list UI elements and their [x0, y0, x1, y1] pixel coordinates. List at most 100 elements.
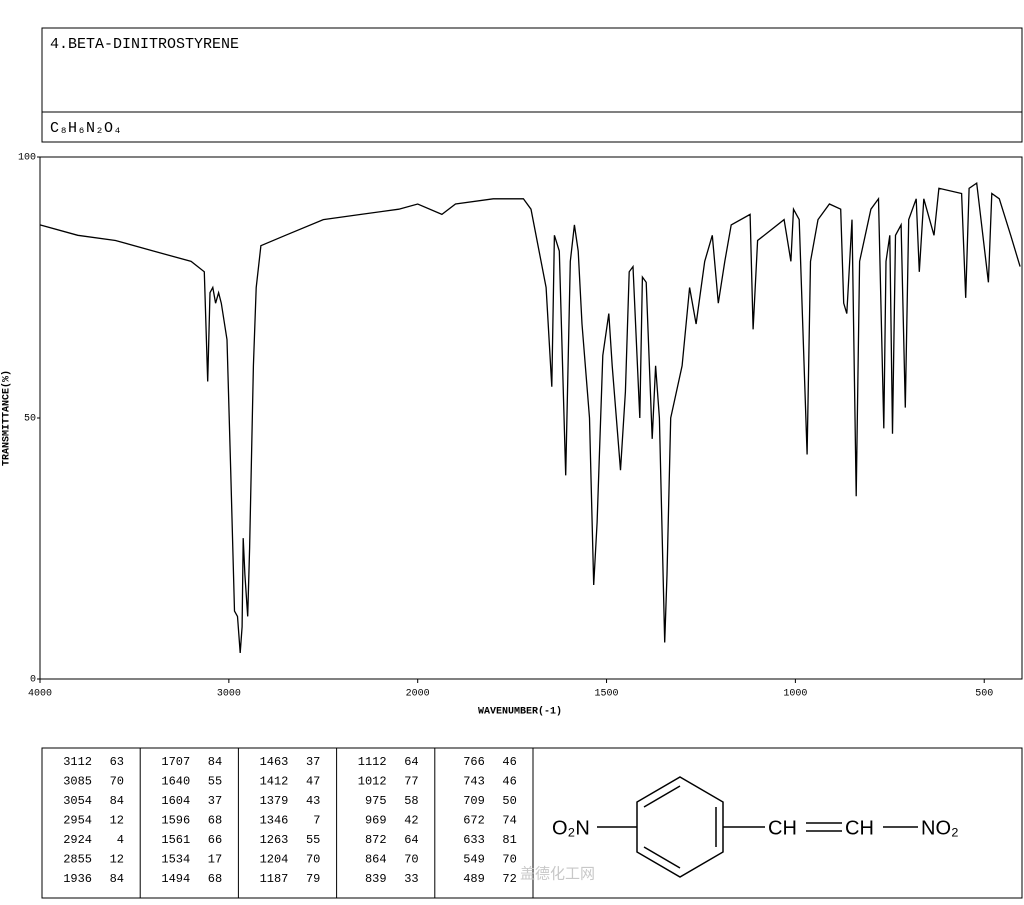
peak-transmittance: 72 — [502, 872, 516, 886]
peak-transmittance: 74 — [502, 814, 516, 828]
x-tick-label: 500 — [975, 689, 993, 700]
peak-transmittance: 17 — [208, 853, 222, 867]
y-axis-label: TRANSMITTANCE(%) — [1, 370, 13, 466]
x-axis-label: WAVENUMBER(-1) — [478, 706, 562, 718]
peak-wavenumber: 1561 — [161, 833, 190, 847]
peak-transmittance: 79 — [306, 872, 320, 886]
peak-transmittance: 12 — [110, 814, 124, 828]
group-label: CH — [845, 817, 874, 839]
peak-wavenumber: 489 — [463, 872, 485, 886]
peak-wavenumber: 2924 — [63, 833, 92, 847]
peak-wavenumber: 839 — [365, 872, 387, 886]
x-tick-label: 1000 — [783, 689, 807, 700]
peak-wavenumber: 969 — [365, 814, 387, 828]
peak-wavenumber: 743 — [463, 775, 485, 789]
y-tick-label: 50 — [24, 414, 36, 425]
peak-transmittance: 70 — [306, 853, 320, 867]
peak-wavenumber: 1012 — [358, 775, 387, 789]
x-tick-label: 2000 — [406, 689, 430, 700]
group-label: NO₂ — [921, 817, 959, 839]
peak-transmittance: 43 — [306, 794, 320, 808]
peak-wavenumber: 1263 — [260, 833, 289, 847]
peak-wavenumber: 709 — [463, 794, 485, 808]
peak-wavenumber: 766 — [463, 755, 485, 769]
ring-bond — [643, 846, 681, 869]
peak-transmittance: 64 — [404, 755, 418, 769]
table-frame — [41, 747, 1023, 899]
y-tick-label: 100 — [18, 153, 36, 164]
x-tick-label: 4000 — [28, 689, 52, 700]
peak-transmittance: 46 — [502, 755, 516, 769]
peak-transmittance: 7 — [313, 814, 320, 828]
peak-wavenumber: 633 — [463, 833, 485, 847]
peak-transmittance: 70 — [110, 775, 124, 789]
peak-wavenumber: 1112 — [358, 755, 387, 769]
peak-transmittance: 68 — [208, 814, 222, 828]
structure-labels: O₂N CH CH NO₂ — [552, 817, 959, 839]
benzene-ring — [636, 776, 724, 878]
group-label: CH — [768, 817, 797, 839]
peak-wavenumber: 3112 — [63, 755, 92, 769]
spectrum-line — [39, 181, 1021, 653]
peak-wavenumber: 2954 — [63, 814, 92, 828]
group-label: O₂N — [552, 817, 590, 839]
peak-wavenumber: 549 — [463, 853, 485, 867]
peak-transmittance: 37 — [306, 755, 320, 769]
peak-transmittance: 47 — [306, 775, 320, 789]
peak-wavenumber: 975 — [365, 794, 387, 808]
watermark: 盖德化工网 — [520, 865, 595, 883]
x-tick-label: 1500 — [595, 689, 619, 700]
peak-transmittance: 33 — [404, 872, 418, 886]
peak-wavenumber: 1494 — [161, 872, 190, 886]
chart-title: 4.BETA-DINITROSTYRENE — [50, 36, 239, 53]
peak-transmittance: 50 — [502, 794, 516, 808]
peak-transmittance: 66 — [208, 833, 222, 847]
peak-wavenumber: 1346 — [260, 814, 289, 828]
formula-box — [41, 111, 1023, 143]
x-tick-label: 3000 — [217, 689, 241, 700]
peak-transmittance: 84 — [110, 872, 124, 886]
peak-transmittance: 37 — [208, 794, 222, 808]
ring-bond — [643, 785, 681, 808]
peak-wavenumber: 1463 — [260, 755, 289, 769]
peak-transmittance: 84 — [208, 755, 222, 769]
peak-transmittance: 42 — [404, 814, 418, 828]
peak-wavenumber: 1187 — [260, 872, 289, 886]
y-tick-label: 0 — [30, 675, 36, 686]
peak-wavenumber: 3054 — [63, 794, 92, 808]
peak-wavenumber: 2855 — [63, 853, 92, 867]
peak-transmittance: 70 — [404, 853, 418, 867]
peak-transmittance: 81 — [502, 833, 516, 847]
peak-transmittance: 58 — [404, 794, 418, 808]
peak-table: 3112 63 3085 70 3054 84 2954 12 2924 4 2855 12 1936 8… — [41, 747, 1023, 899]
peak-wavenumber: 864 — [365, 853, 387, 867]
peak-wavenumber: 1936 — [63, 872, 92, 886]
peak-wavenumber: 672 — [463, 814, 485, 828]
formula: C₈H₆N₂O₄ — [50, 120, 122, 137]
peak-wavenumber: 1640 — [161, 775, 190, 789]
peak-transmittance: 55 — [306, 833, 320, 847]
peak-wavenumber: 3085 — [63, 775, 92, 789]
peak-wavenumber: 872 — [365, 833, 387, 847]
peak-wavenumber: 1204 — [260, 853, 289, 867]
peak-wavenumber: 1707 — [161, 755, 190, 769]
peak-transmittance: 4 — [117, 833, 124, 847]
peak-transmittance: 84 — [110, 794, 124, 808]
peak-wavenumber: 1604 — [161, 794, 190, 808]
peak-wavenumber: 1596 — [161, 814, 190, 828]
peak-wavenumber: 1379 — [260, 794, 289, 808]
peak-transmittance: 68 — [208, 872, 222, 886]
peak-transmittance: 55 — [208, 775, 222, 789]
peak-transmittance: 64 — [404, 833, 418, 847]
peak-wavenumber: 1534 — [161, 853, 190, 867]
peak-transmittance: 12 — [110, 853, 124, 867]
peak-transmittance: 46 — [502, 775, 516, 789]
plot-frame — [39, 156, 1023, 680]
peak-transmittance: 63 — [110, 755, 124, 769]
peak-transmittance: 70 — [502, 853, 516, 867]
peak-wavenumber: 1412 — [260, 775, 289, 789]
peak-transmittance: 77 — [404, 775, 418, 789]
structure — [597, 776, 918, 878]
